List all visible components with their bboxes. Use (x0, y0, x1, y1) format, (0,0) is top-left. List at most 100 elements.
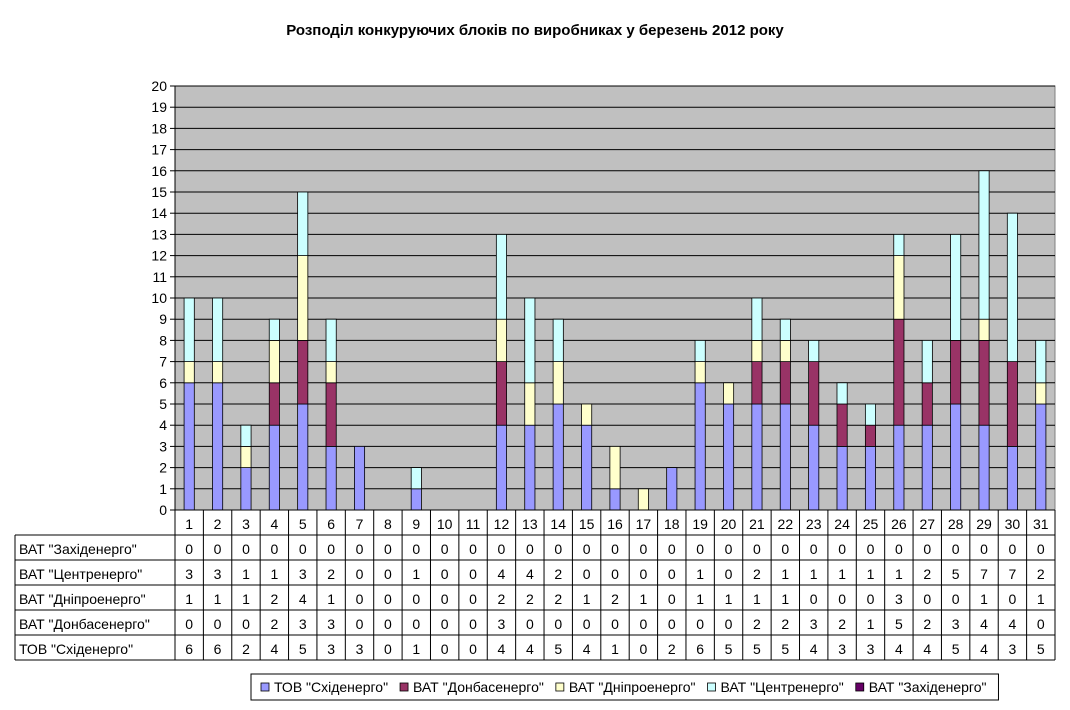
bar-segment (609, 488, 621, 511)
legend-swatch (555, 682, 565, 692)
x-tick-label: 23 (806, 516, 822, 532)
table-cell: 5 (725, 641, 733, 657)
bar-segment (893, 255, 905, 320)
bar-segment (1006, 445, 1018, 511)
legend-swatch (855, 682, 865, 692)
bar-segment (297, 403, 309, 511)
table-cell: 5 (299, 641, 307, 657)
bar-segment (240, 424, 252, 447)
y-tick-label: 20 (151, 78, 167, 94)
table-cell: 0 (923, 541, 931, 557)
bar-segment (637, 488, 649, 511)
table-cell: 0 (980, 541, 988, 557)
y-tick-label: 3 (159, 438, 167, 454)
x-tick-label: 1 (185, 516, 193, 532)
table-cell: 2 (923, 616, 931, 632)
table-cell: 1 (867, 566, 875, 582)
table-cell: 0 (554, 616, 562, 632)
x-tick-label: 22 (778, 516, 794, 532)
bar-segment (836, 403, 848, 447)
table-cell: 1 (781, 591, 789, 607)
legend-label: ВАТ "Дніпроенерго" (569, 679, 696, 695)
table-cell: 3 (810, 616, 818, 632)
bar-segment (410, 488, 422, 511)
table-cell: 1 (1037, 591, 1045, 607)
y-tick-label: 5 (159, 396, 167, 412)
y-tick-label: 17 (151, 142, 167, 158)
x-tick-label: 6 (327, 516, 335, 532)
bar-segment (240, 445, 252, 468)
table-cell: 4 (923, 641, 931, 657)
table-cell: 0 (384, 591, 392, 607)
bar-segment (864, 445, 876, 511)
x-tick-label: 15 (579, 516, 595, 532)
table-cell: 1 (725, 591, 733, 607)
table-cell: 0 (554, 541, 562, 557)
bar-segment (183, 382, 195, 511)
table-cell: 3 (299, 616, 307, 632)
table-cell: 4 (526, 566, 534, 582)
table-cell: 4 (270, 641, 278, 657)
x-tick-label: 3 (242, 516, 250, 532)
table-cell: 1 (611, 641, 619, 657)
table-cell: 3 (895, 591, 903, 607)
bar-segment (268, 339, 280, 384)
table-cell: 2 (668, 641, 676, 657)
bar-segment (978, 318, 990, 341)
table-cell: 3 (299, 566, 307, 582)
table-cell: 0 (867, 591, 875, 607)
x-tick-label: 12 (494, 516, 510, 532)
table-cell: 2 (554, 591, 562, 607)
table-cell: 0 (668, 616, 676, 632)
bar-segment (864, 424, 876, 447)
table-cell: 0 (753, 541, 761, 557)
bar-segment (183, 297, 195, 362)
bar-segment (268, 382, 280, 426)
table-cell: 1 (270, 566, 278, 582)
y-tick-label: 14 (151, 205, 167, 221)
table-cell: 0 (469, 641, 477, 657)
bar-segment (581, 403, 593, 426)
table-cell: 0 (611, 541, 619, 557)
bar-segment (495, 424, 507, 511)
table-cell: 0 (952, 591, 960, 607)
table-cell: 1 (242, 566, 250, 582)
bar-segment (808, 361, 820, 426)
bar-segment (212, 361, 224, 384)
x-tick-label: 13 (522, 516, 538, 532)
table-cell: 0 (639, 641, 647, 657)
table-cell: 0 (441, 616, 449, 632)
y-tick-label: 10 (151, 290, 167, 306)
x-tick-label: 20 (721, 516, 737, 532)
table-cell: 1 (185, 591, 193, 607)
table-cell: 4 (526, 641, 534, 657)
bar-segment (723, 403, 735, 511)
table-cell: 4 (498, 641, 506, 657)
x-tick-label: 5 (299, 516, 307, 532)
bar-segment (524, 297, 536, 384)
bar-segment (893, 233, 905, 256)
table-cell: 4 (299, 591, 307, 607)
y-tick-label: 15 (151, 184, 167, 200)
table-cell: 0 (583, 616, 591, 632)
bar-segment (1035, 382, 1047, 405)
bar-segment (751, 403, 763, 511)
bar-segment (978, 339, 990, 426)
table-cell: 0 (1009, 591, 1017, 607)
table-cell: 3 (327, 616, 335, 632)
bar-segment (297, 191, 309, 256)
table-cell: 0 (327, 541, 335, 557)
bar-segment (694, 382, 706, 511)
table-cell: 0 (639, 541, 647, 557)
bar-segment (495, 318, 507, 363)
bar-segment (581, 424, 593, 511)
x-tick-label: 25 (863, 516, 879, 532)
legend-swatch (707, 682, 716, 692)
table-cell: 0 (384, 641, 392, 657)
table-cell: 0 (838, 591, 846, 607)
table-cell: 2 (554, 566, 562, 582)
table-cell: 2 (270, 616, 278, 632)
bar-segment (325, 445, 337, 511)
table-cell: 0 (725, 541, 733, 557)
